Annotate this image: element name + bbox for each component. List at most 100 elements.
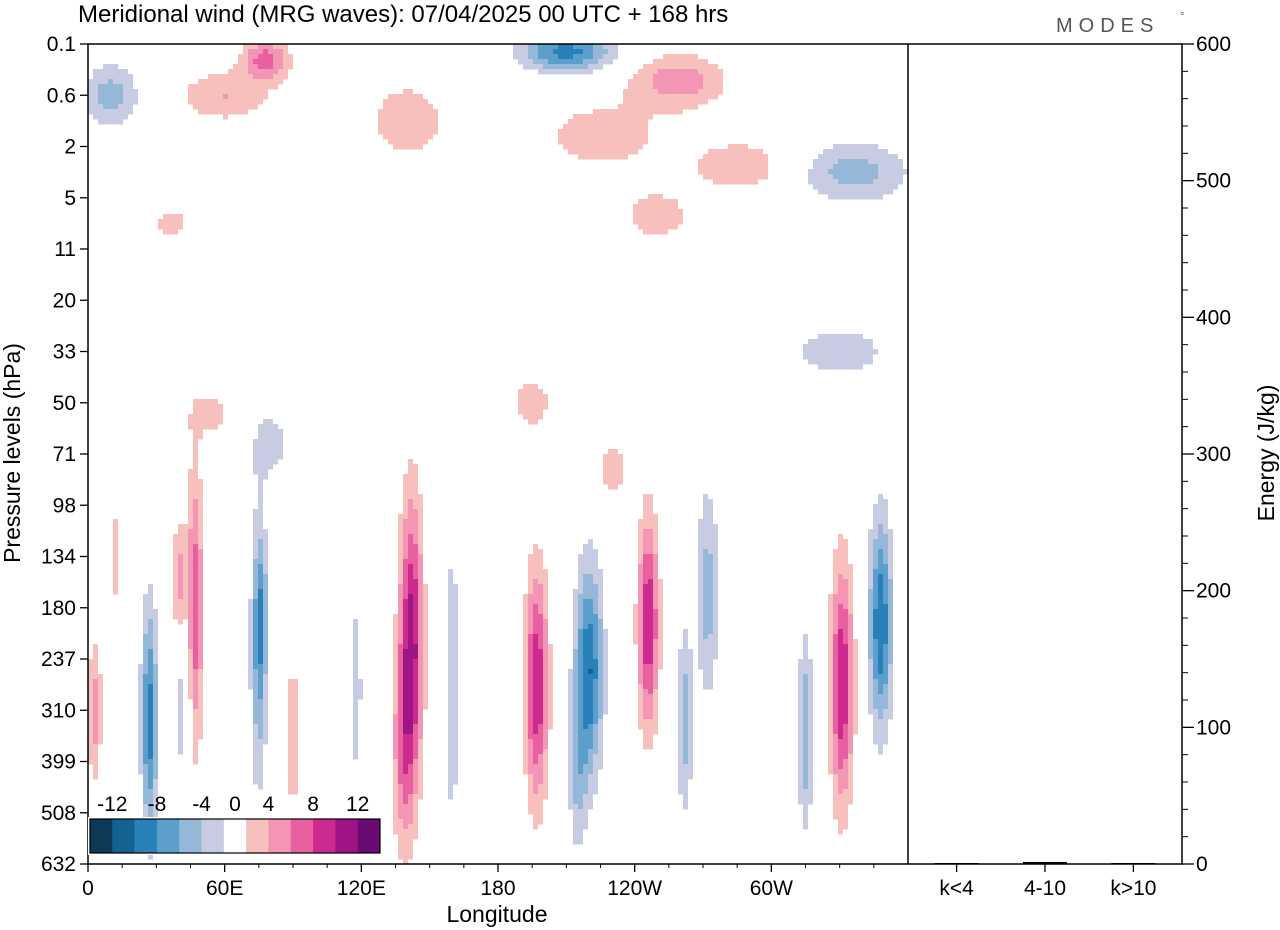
wind-cell [398,629,403,635]
wind-cell [403,519,418,525]
wind-cell [393,774,398,780]
wind-cell [653,659,658,665]
wind-cell [153,694,158,700]
wind-cell [253,514,263,520]
wind-cell [843,629,848,635]
wind-cell [198,629,203,635]
wind-cell [578,604,583,610]
wind-cell [618,104,698,110]
wind-cell [173,564,178,570]
wind-cell [93,689,98,695]
wind-cell [538,69,593,75]
wind-cell [263,644,268,650]
wind-cell [398,774,413,780]
wind-cell [833,754,838,760]
wind-cell [853,644,858,650]
wind-cell [413,724,418,730]
wind-cell [653,559,658,565]
y-tick-label: 71 [53,443,76,466]
wind-cell [653,584,658,590]
wind-cell [588,539,593,545]
wind-cell [843,724,848,730]
wind-cell [638,704,643,710]
wind-cell [603,479,623,485]
wind-cell [833,659,838,665]
wind-cell [703,594,713,600]
wind-cell [833,564,853,570]
wind-cell [88,104,103,110]
wind-cell [703,154,768,160]
wind-cell [568,754,573,760]
wind-cell [868,559,873,565]
wind-cell [393,819,403,825]
wind-cell [258,474,268,480]
wind-cell [643,544,653,550]
wind-cell [448,569,453,575]
wind-cell [188,604,193,610]
wind-cell [248,619,253,625]
wind-cell [573,684,578,690]
wind-cell [393,629,398,635]
wind-cell [533,579,538,585]
wind-cell [583,544,593,550]
wind-cell [713,584,718,590]
wind-cell [638,664,643,670]
wind-cell [593,644,598,650]
wind-cell [263,544,268,550]
wind-cell [93,719,98,725]
wind-cell [838,774,848,780]
wind-cell [538,724,543,730]
wind-cell [188,469,198,475]
wind-cell [528,724,533,730]
wind-cell [523,644,528,650]
wind-cell [848,589,853,595]
wind-cell [193,639,198,645]
wind-cell [528,739,533,745]
wind-cell [888,564,893,570]
wind-cell [93,764,98,770]
wind-cell [403,734,413,740]
wind-cell [283,64,293,70]
wind-cell [188,574,193,580]
wind-cell [193,604,198,610]
wind-cell [418,699,423,705]
wind-cell [183,574,188,580]
wind-cell [403,579,408,585]
wind-cell [653,649,658,655]
wind-cell [523,699,528,705]
wind-cell [703,549,708,555]
wind-cell [713,564,718,570]
wind-cell [583,649,593,655]
wind-cell [873,589,878,595]
wind-cell [603,699,608,705]
wind-cell [198,564,203,570]
wind-cell [403,719,413,725]
wind-cell [578,694,583,700]
wind-cell [688,709,693,715]
wind-cell [403,654,418,660]
wind-cell [568,774,573,780]
wind-cell [683,744,688,750]
wind-cell [403,659,413,665]
wind-cell [588,624,593,630]
wind-cell [533,634,538,640]
wind-cell [848,689,853,695]
wind-cell [263,599,268,605]
wind-cell [703,669,713,675]
wind-cell [838,654,848,660]
wind-cell [413,794,423,800]
wind-cell [653,689,658,695]
wind-cell [678,679,683,685]
wind-cell [263,699,268,705]
wind-cell [403,669,413,675]
wind-cell [448,589,458,595]
wind-cell [138,694,143,700]
wind-cell [573,614,578,620]
wind-cell [658,604,663,610]
wind-cell [578,744,593,750]
wind-cell [113,549,118,555]
wind-cell [713,574,718,580]
wind-cell [868,644,873,650]
wind-cell [188,689,193,695]
wind-cell [523,599,528,605]
